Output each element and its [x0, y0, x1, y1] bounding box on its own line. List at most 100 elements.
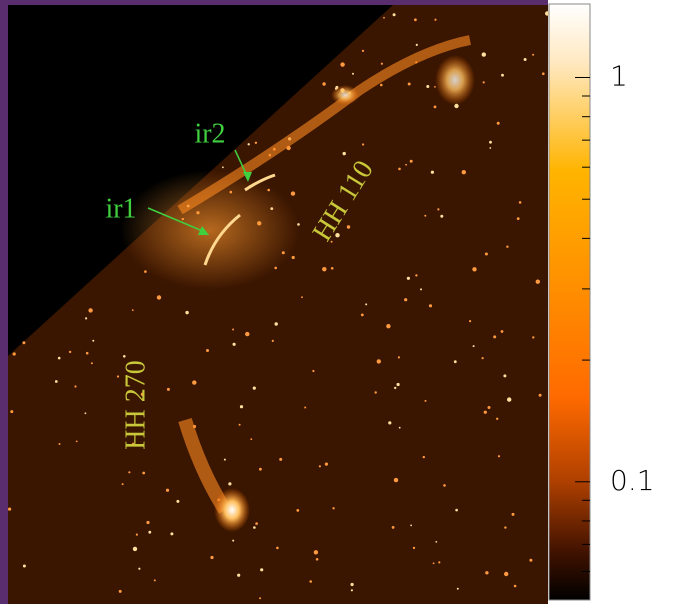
star	[272, 340, 274, 342]
star	[332, 507, 334, 509]
star	[91, 362, 93, 364]
star	[206, 349, 209, 352]
star	[536, 280, 540, 284]
star	[166, 489, 169, 492]
star	[375, 391, 377, 393]
star	[404, 298, 407, 301]
star	[92, 340, 94, 342]
star	[524, 58, 527, 61]
star	[224, 459, 226, 461]
star	[122, 483, 124, 485]
star	[76, 441, 78, 443]
star	[255, 142, 257, 144]
star	[399, 427, 401, 429]
star	[222, 166, 224, 168]
star	[488, 406, 491, 409]
star	[416, 44, 418, 46]
star	[497, 122, 500, 125]
star	[361, 314, 364, 317]
star	[279, 458, 282, 461]
star	[185, 311, 188, 314]
star	[485, 253, 488, 256]
star	[423, 456, 425, 458]
star	[469, 320, 471, 322]
star	[291, 191, 295, 195]
star	[437, 208, 439, 210]
star	[501, 330, 504, 333]
star	[426, 85, 429, 88]
star	[136, 534, 138, 536]
tick-label: 1	[610, 60, 628, 93]
star	[343, 152, 346, 155]
star	[498, 455, 500, 457]
star	[440, 215, 443, 218]
star	[351, 583, 354, 586]
annotation: ir2	[194, 118, 225, 149]
star	[132, 309, 134, 311]
star	[388, 421, 391, 424]
figure: ir2 ir1 HH 110 HH 270 0.11	[0, 0, 687, 604]
star	[228, 482, 231, 485]
star	[13, 352, 16, 355]
star	[74, 385, 76, 387]
star	[146, 521, 149, 524]
star	[10, 410, 13, 413]
star	[493, 335, 496, 338]
star	[457, 588, 459, 590]
star	[365, 303, 367, 305]
star	[398, 168, 401, 171]
star	[340, 62, 344, 66]
star	[420, 288, 422, 290]
star	[316, 558, 319, 561]
star	[322, 267, 326, 271]
star	[424, 215, 426, 217]
star	[455, 509, 458, 512]
star	[454, 360, 457, 363]
star	[410, 160, 413, 163]
star	[250, 438, 252, 440]
star	[253, 526, 256, 529]
star	[392, 526, 395, 529]
star	[232, 329, 234, 331]
star	[352, 73, 354, 75]
star	[405, 164, 407, 166]
star	[394, 387, 396, 389]
star	[237, 574, 240, 577]
star	[117, 375, 119, 377]
star	[503, 374, 506, 377]
star	[347, 225, 350, 228]
annotation: HH 270	[120, 360, 151, 449]
star	[380, 84, 383, 87]
star	[239, 424, 241, 426]
star	[434, 86, 436, 88]
star	[377, 359, 381, 363]
star	[517, 217, 520, 220]
star	[157, 295, 161, 299]
star	[248, 143, 250, 145]
star	[483, 81, 485, 83]
star	[170, 532, 173, 535]
star	[504, 526, 506, 528]
star	[532, 336, 534, 338]
star	[472, 267, 476, 271]
star	[69, 351, 71, 353]
star	[22, 341, 25, 344]
star	[59, 443, 61, 445]
star	[431, 171, 434, 174]
star	[304, 407, 306, 409]
star	[176, 500, 179, 503]
star	[393, 13, 396, 16]
star	[434, 19, 436, 21]
star	[485, 571, 488, 574]
star	[532, 54, 534, 56]
star	[362, 50, 364, 52]
star	[386, 324, 390, 328]
star	[312, 370, 314, 372]
star	[128, 471, 130, 473]
star	[542, 72, 545, 75]
star	[414, 18, 417, 21]
star	[167, 388, 170, 391]
star	[255, 522, 258, 525]
star	[123, 355, 126, 358]
star	[489, 141, 492, 144]
